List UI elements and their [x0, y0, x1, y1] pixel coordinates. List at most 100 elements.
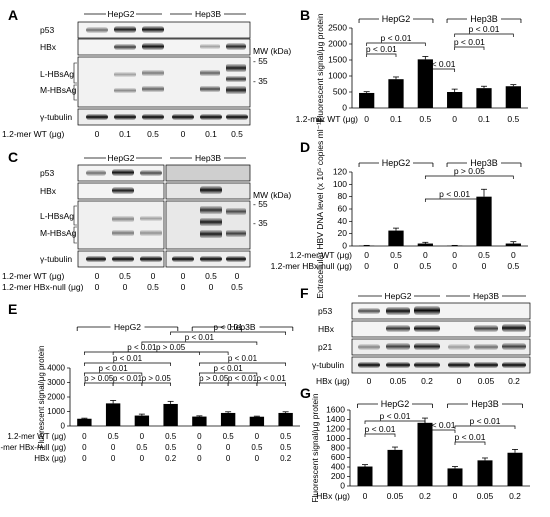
treat-value: 0	[181, 129, 186, 139]
treatment-label: HBx (μg)	[34, 454, 66, 463]
significance-bracket	[84, 362, 171, 366]
significance-bracket	[84, 382, 114, 386]
treatment-value: 0.5	[507, 114, 519, 124]
significance-label: p > 0.05	[84, 374, 114, 383]
bar	[417, 243, 433, 246]
panel-c-row-p53: p53	[40, 168, 54, 178]
significance-label: p < 0.01	[425, 420, 456, 430]
group-label-bg	[378, 398, 412, 408]
treatment-value: 0	[453, 491, 458, 501]
bar	[505, 86, 521, 108]
y-tick-label: 800	[331, 443, 345, 453]
treat-value: 0.05	[478, 376, 495, 386]
significance-label: p > 0.05	[142, 374, 172, 383]
panel-c-mw-55: - 55	[253, 199, 268, 209]
treatment-value: 0.5	[419, 261, 431, 271]
treat-value: 0	[123, 282, 128, 292]
treat-value: 0.5	[231, 129, 243, 139]
treatment-value: 0	[111, 454, 116, 463]
significance-bracket	[424, 175, 514, 179]
bar	[134, 415, 150, 426]
y-tick-label: 2000	[328, 39, 347, 49]
panel-f-blot: HepG2 Hep3B p53 HBx p21 γ-tubulin HBx (μ…	[312, 291, 531, 386]
treatment-value: 0	[82, 443, 87, 452]
y-tick-label: 1000	[328, 71, 347, 81]
treatment-value: 0.5	[280, 443, 292, 452]
panel-letter-d: D	[300, 139, 310, 155]
treatment-value: 0	[363, 491, 368, 501]
treat-value: 0.5	[147, 282, 159, 292]
panel-letter-b: B	[300, 7, 310, 23]
significance-bracket	[170, 331, 286, 335]
y-tick-label: 4000	[47, 364, 65, 373]
significance-label: p < 0.01	[439, 189, 470, 199]
treatment-value: 0.5	[136, 443, 148, 452]
treatment-value: 0	[82, 432, 87, 441]
significance-label: p < 0.01	[366, 44, 397, 54]
treatment-value: 0.5	[390, 250, 402, 260]
panel-c-treat-label-null: 1.2-mer HBx-null (μg)	[2, 282, 84, 292]
panel-a-mw-35: - 35	[253, 76, 268, 86]
treat-value: 0	[209, 282, 214, 292]
treatment-value: 0	[255, 432, 260, 441]
y-tick-label: 500	[333, 87, 347, 97]
treat-value: 0.2	[421, 376, 433, 386]
bar	[357, 466, 373, 486]
panel-c-row-mhbsag: M-HBsAg	[40, 228, 77, 238]
significance-label: p < 0.01	[381, 33, 412, 43]
significance-bracket	[84, 372, 143, 376]
treatment-value: 0.5	[251, 443, 263, 452]
bar	[417, 59, 433, 108]
bar	[163, 403, 178, 426]
panel-f-row-p53: p53	[318, 306, 332, 316]
y-tick-label: 400	[331, 462, 345, 472]
significance-bracket	[199, 372, 258, 376]
group-label-bg	[379, 13, 413, 23]
significance-label: p < 0.01	[365, 424, 396, 434]
bar	[417, 422, 433, 486]
treatment-value: 0	[452, 250, 457, 260]
treatment-value: 0.2	[419, 491, 431, 501]
treatment-value: 0.2	[165, 454, 177, 463]
panel-letter-c: C	[8, 149, 18, 165]
significance-label: p < 0.01	[469, 24, 500, 34]
treatment-value: 0.5	[223, 432, 235, 441]
treatment-value: 0	[423, 250, 428, 260]
treatment-value: 0	[364, 261, 369, 271]
significance-label: p < 0.01	[113, 374, 143, 383]
group-label: Hep3B	[470, 158, 498, 168]
significance-bracket	[112, 382, 143, 386]
treatment-value: 0.1	[478, 114, 490, 124]
treatment-value: 0	[452, 114, 457, 124]
panel-c-blot: HepG2 Hep3B p53 HBx L-HBsAg M-HBsAg	[2, 153, 291, 292]
group-label-bg	[110, 321, 145, 331]
y-axis-label: Fluorescent signal/μg protein	[315, 13, 325, 123]
significance-label: p < 0.01	[257, 374, 287, 383]
y-tick-label: 20	[338, 228, 348, 238]
y-tick-label: 1500	[328, 55, 347, 65]
significance-label: p < 0.01	[99, 364, 129, 373]
treatment-value: 0	[482, 261, 487, 271]
panel-f-row-p21: p21	[318, 342, 332, 352]
panel-a-row-tubulin: γ-tubulin	[40, 112, 72, 122]
panel-a-mw-label: MW (kDa)	[253, 46, 291, 56]
group-label-bg	[467, 13, 501, 23]
bar	[388, 79, 404, 108]
panel-c-group-hepg2: HepG2	[108, 153, 135, 163]
treat-value: 0	[95, 129, 100, 139]
y-tick-label: 2500	[328, 23, 347, 33]
treatment-value: 0	[394, 261, 399, 271]
panel-a-treat-label: 1.2-mer WT (μg)	[2, 129, 65, 139]
significance-bracket	[199, 382, 229, 386]
treat-value: 0	[181, 282, 186, 292]
treatment-value: 0	[511, 250, 516, 260]
treatment-label: 1.2-mer HBx-null (μg)	[271, 261, 353, 271]
significance-bracket	[364, 433, 396, 437]
y-tick-label: 600	[331, 452, 345, 462]
panel-a-group-hep3b: Hep3B	[195, 9, 221, 19]
y-axis-label: Extracellular HBV DNA level (x 10⁵ copie…	[315, 119, 325, 299]
group-label: HepG2	[381, 399, 410, 409]
panel-a-row-p53: p53	[40, 25, 54, 35]
